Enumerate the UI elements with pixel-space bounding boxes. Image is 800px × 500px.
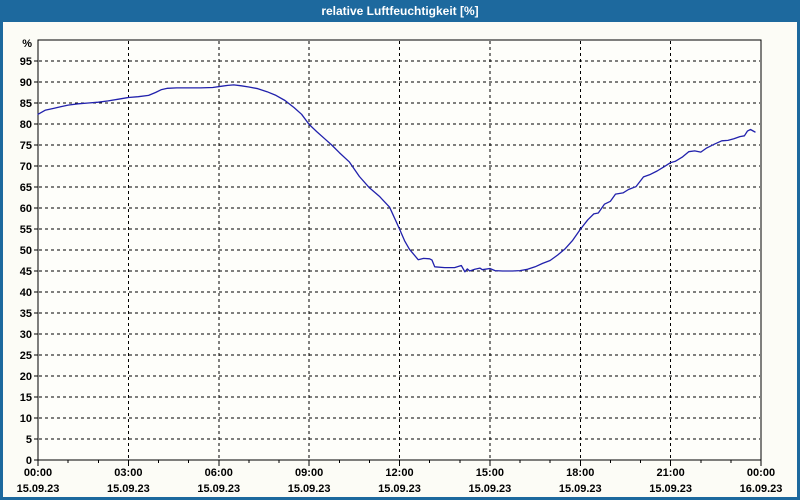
y-axis-tick-label: 65 [20, 182, 32, 194]
x-axis-time-label: 00:00 [747, 467, 775, 479]
x-axis-date-label: 15.09.23 [649, 483, 692, 495]
x-axis-time-label: 03:00 [114, 467, 142, 479]
y-axis-tick-label: 85 [20, 98, 32, 110]
y-axis-tick-label: 25 [20, 350, 32, 362]
y-axis-tick-label: 50 [20, 245, 32, 257]
y-axis-unit-label: % [22, 38, 32, 50]
x-axis-time-label: 12:00 [385, 467, 413, 479]
x-axis-date-label: 15.09.23 [468, 483, 511, 495]
y-axis-tick-label: 5 [26, 434, 32, 446]
x-axis-time-label: 21:00 [657, 467, 685, 479]
y-axis-tick-label: 30 [20, 329, 32, 341]
x-axis-time-label: 09:00 [295, 467, 323, 479]
y-axis-tick-label: 20 [20, 371, 32, 383]
y-axis-tick-label: 40 [20, 287, 32, 299]
y-axis-tick-label: 10 [20, 413, 32, 425]
window-titlebar: relative Luftfeuchtigkeit [%] [0, 0, 800, 22]
window-frame-bottom [0, 497, 800, 500]
y-axis-tick-label: 75 [20, 140, 32, 152]
y-axis-tick-label: 35 [20, 308, 32, 320]
x-axis-date-label: 16.09.23 [740, 483, 783, 495]
x-axis-date-label: 15.09.23 [378, 483, 421, 495]
y-axis-tick-label: 60 [20, 203, 32, 215]
y-axis-tick-label: 55 [20, 224, 32, 236]
x-axis-date-label: 15.09.23 [197, 483, 240, 495]
x-axis-time-label: 18:00 [566, 467, 594, 479]
x-axis-date-label: 15.09.23 [107, 483, 150, 495]
humidity-line-chart: 95908580757065605550454035302520151050%0… [17, 38, 783, 495]
x-axis-date-label: 15.09.23 [288, 483, 331, 495]
x-axis-date-label: 15.09.23 [17, 483, 60, 495]
window-frame-right [797, 22, 800, 500]
window-title: relative Luftfeuchtigkeit [%] [321, 4, 479, 18]
humidity-series-line [37, 84, 756, 273]
x-axis-date-label: 15.09.23 [559, 483, 602, 495]
window-frame-left [0, 22, 3, 500]
x-axis-time-label: 00:00 [24, 467, 52, 479]
x-axis-time-label: 15:00 [476, 467, 504, 479]
y-axis-tick-label: 0 [26, 455, 32, 467]
y-axis-tick-label: 90 [20, 77, 32, 89]
y-axis-tick-label: 70 [20, 161, 32, 173]
y-axis-tick-label: 95 [20, 56, 32, 68]
y-axis-tick-label: 15 [20, 392, 32, 404]
y-axis-tick-label: 45 [20, 266, 32, 278]
x-axis-time-label: 06:00 [205, 467, 233, 479]
y-axis-tick-label: 80 [20, 119, 32, 131]
